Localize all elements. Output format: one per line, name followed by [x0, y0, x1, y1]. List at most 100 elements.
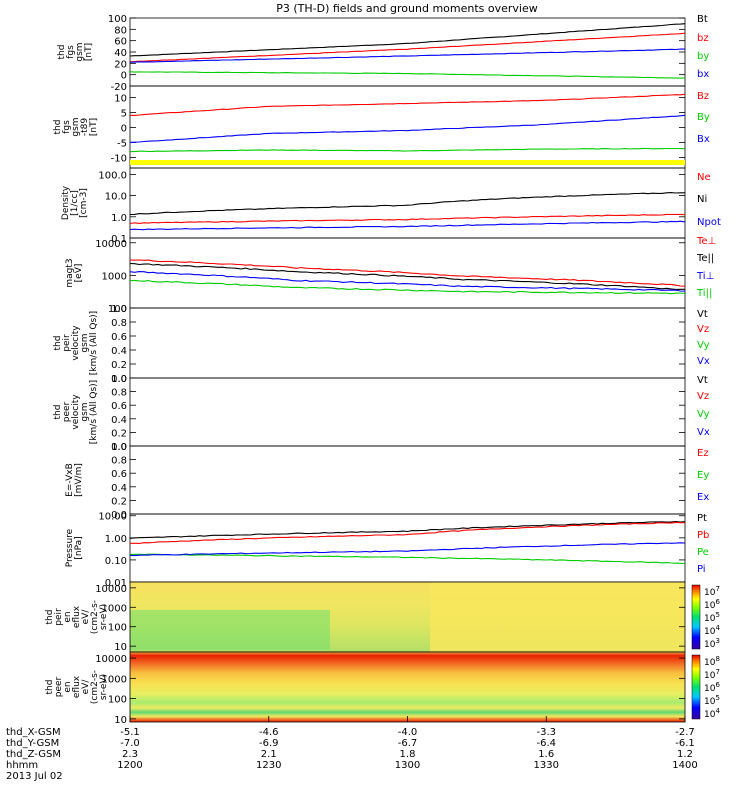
- y-axis-label: eV/: [81, 679, 91, 695]
- colorbar-tick: 104: [704, 707, 720, 720]
- y-tick-label: 0.2: [111, 428, 127, 439]
- y-tick-label: 0.8: [111, 318, 127, 329]
- x-axis-row-label: thd_Z-GSM: [6, 749, 61, 760]
- y-axis-label: thd: [45, 610, 55, 625]
- colorbar-tick: 106: [704, 681, 720, 694]
- panel-frame: [129, 377, 686, 447]
- x-axis-row-label: thd_X-GSM: [6, 727, 61, 738]
- y-tick-label: 1000: [102, 674, 127, 685]
- legend-entry: By: [697, 112, 710, 123]
- legend-entry: Ex: [697, 492, 709, 503]
- legend-entry: Ni: [697, 194, 707, 205]
- y-tick-label: 10000: [95, 239, 127, 250]
- y-axis-label: eflux: [72, 675, 82, 698]
- y-axis-label: gsm: [71, 117, 81, 136]
- data-flag-bar: [130, 160, 685, 165]
- y-tick-label: 10: [114, 642, 127, 653]
- y-tick-label: 10000: [95, 654, 127, 665]
- legend-entry: Te||: [696, 253, 714, 264]
- x-axis-value: -2.7: [675, 727, 695, 738]
- x-axis-value: 1200: [117, 760, 142, 771]
- y-tick-label: 0.10: [105, 556, 127, 567]
- y-axis-label: [cm-3]: [79, 188, 89, 218]
- series-line-Pi: [129, 542, 686, 557]
- y-axis-label: (cm2-s-: [90, 600, 100, 634]
- x-axis-value: 1230: [256, 760, 281, 771]
- y-tick-label: 10: [114, 93, 127, 104]
- series-line-Pe: [129, 553, 686, 565]
- series-line-Ti||: [129, 279, 686, 295]
- series-line-bx: [129, 48, 685, 63]
- y-tick-label: 0.2: [111, 496, 127, 507]
- series-line-Ti⊥: [129, 271, 686, 292]
- spectrogram-ion-late: [430, 582, 685, 652]
- y-axis-label: [nT]: [84, 43, 94, 61]
- y-tick-label: 1.00: [105, 534, 127, 545]
- y-axis-label: fgs: [66, 45, 76, 59]
- y-tick-label: 0.01: [105, 578, 127, 589]
- y-axis-label: en: [63, 611, 73, 622]
- legend-entry: bx: [697, 69, 709, 80]
- legend-entry: Vz: [697, 324, 709, 335]
- colorbar-tick: 104: [704, 624, 720, 637]
- x-axis-value: 1300: [395, 760, 420, 771]
- y-axis-label: thd: [45, 680, 55, 695]
- y-tick-label: 100.0: [98, 170, 127, 181]
- y-tick-label: 0.4: [111, 346, 127, 357]
- legend-entry: Vz: [697, 391, 709, 402]
- series-line-Ne: [129, 213, 686, 225]
- series-line-bz: [129, 32, 686, 63]
- y-tick-label: 100: [108, 304, 127, 315]
- y-axis-label: [km/s (All Qs)]: [89, 380, 99, 444]
- y-axis-label: [eV]: [74, 264, 84, 283]
- series-line-Npot: [129, 220, 686, 231]
- y-tick-label: 0.0: [111, 510, 127, 521]
- x-axis-value: -6.4: [536, 738, 556, 749]
- y-tick-label: 100: [108, 14, 127, 25]
- y-tick-label: 0.4: [111, 415, 127, 426]
- panel-6: 1.0 0.8 0.6 0.4 0.2 0.0 thd peer velocity gsm [km/…: [53, 374, 710, 453]
- panel-frame: [129, 513, 686, 583]
- legend-entry: Vt: [697, 375, 708, 386]
- y-axis-label: thd: [53, 405, 63, 420]
- y-axis-label: peir: [54, 608, 64, 626]
- legend-entry: Vx: [697, 356, 710, 367]
- y-axis-label: [nT]: [89, 118, 99, 136]
- y-tick-label: 10.0: [105, 192, 127, 203]
- y-tick-label: 1000: [102, 603, 127, 614]
- colorbar-10: [691, 654, 701, 720]
- y-axis-label: [mV/m]: [74, 463, 84, 497]
- y-axis-label: Pressure: [65, 528, 75, 567]
- colorbar-9: [691, 584, 701, 650]
- colorbar-tick: 105: [704, 611, 720, 624]
- series-line-Pb: [130, 521, 685, 544]
- legend-entry: Vy: [697, 340, 710, 351]
- series-line-Te||: [129, 262, 685, 290]
- legend-entry: Bx: [697, 134, 710, 145]
- series-line-by: [129, 71, 685, 79]
- y-axis-label: [nPa]: [74, 536, 84, 559]
- y-axis-label: sr-eV): [99, 604, 109, 630]
- legend-entry: Pe: [697, 547, 709, 558]
- figure-title: P3 (TH-D) fields and ground moments over…: [276, 2, 538, 15]
- colorbar-tick: 106: [704, 598, 720, 611]
- panel-5: 1.0 0.8 0.6 0.4 0.2 0.0 thd peir velocity gsm [km/…: [53, 304, 710, 385]
- x-axis-row-label: hhmm: [6, 760, 38, 771]
- y-axis-label: velocity: [71, 394, 81, 430]
- x-axis-value: -6.1: [675, 738, 695, 749]
- legend-entry: Bz: [697, 91, 709, 102]
- legend-entry: Ez: [697, 448, 709, 459]
- legend-entry: Vt: [697, 309, 708, 320]
- y-tick-label: -20: [111, 82, 127, 93]
- colorbar-tick: 103: [704, 637, 720, 650]
- y-tick-label: 0: [121, 71, 127, 82]
- x-axis-value: 2.1: [261, 749, 277, 760]
- y-axis-label: Density: [61, 185, 71, 220]
- x-axis-value: 1.8: [400, 749, 416, 760]
- spectrogram-ion-low: [130, 610, 330, 650]
- y-axis-label: velocity: [71, 325, 81, 361]
- spectrogram-electron: [130, 652, 685, 722]
